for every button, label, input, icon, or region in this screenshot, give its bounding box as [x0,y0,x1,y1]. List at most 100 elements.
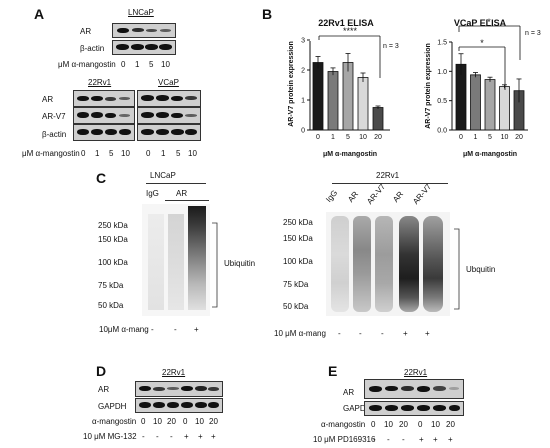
bar [470,74,481,131]
x-tick-label: 10 [359,134,367,141]
dose-label: 10 [431,420,440,429]
x-tick-label: 5 [488,134,492,141]
bar [499,86,510,131]
panel-e-gapdh-blot [364,401,464,416]
22rv1-ip-cell-label: 22Rv1 [376,171,400,180]
sign-label: - [151,325,154,334]
22rv1-ar-v7-blot [73,107,135,124]
panel-d-cell-label: 22Rv1 [162,368,186,377]
dose-label: 1 [135,60,140,69]
lane-label-ar-v7: AR-V7 [365,182,388,206]
lncap-ip-cell-label: LNCaP [150,171,176,180]
lane-label-ar: AR [176,189,188,198]
x-tick-label: 10 [501,134,509,141]
sign-label: + [403,329,408,338]
chart-22rv1-elisa: 22Rv1 ELISA AR-V7 protein expression 0 1 2… [288,18,399,158]
panel-e-treatment2-label: 10 μM PD169316 [313,435,376,444]
22rv1-treatment-label: 10 μM α-mang [274,329,326,338]
vcap-cell-label: VCaP [158,78,179,87]
lncap-treatment-label: 10μM α-mang [99,325,149,334]
x-tick-label: 1 [331,134,335,141]
sign-label: + [448,435,453,444]
row-label-gapdh: GAPDH [343,404,372,413]
22rv1-cell-label: 22Rv1 [88,78,112,87]
chart-title: VCaP ELISA [454,18,507,28]
x-tick-label: 20 [515,134,523,141]
x-tick-label: 20 [374,134,382,141]
y-tick-label: 1 [301,98,305,105]
dose-label: 0 [371,420,376,429]
chart-title: 22Rv1 ELISA [318,18,374,28]
sign-label: - [156,432,159,441]
kda-marker-100: 100 kDa [98,258,128,267]
kda-marker-50: 50 kDa [283,302,309,311]
sign-label: + [419,435,424,444]
dose-label: 10 [195,417,204,426]
lncap-cell-label: LNCaP [128,8,154,17]
row-label-beta-actin: β-actin [42,130,67,139]
n-label: n = 3 [525,30,541,37]
row-label-ar: AR [98,385,110,394]
sign-label: - [338,329,341,338]
lncap-ubiquitin-blot [142,204,210,316]
y-tick-label: 1.0 [437,69,447,76]
sign-label: - [373,435,376,444]
significance-stars: **** [343,26,358,36]
lane-label-igg: IgG [146,189,159,198]
bar [357,77,369,131]
panel-d-treatment1-label: α-mangostin [92,417,137,426]
panel-e-ar-blot [364,379,464,399]
significance-star: * [480,38,484,48]
kda-marker-75: 75 kDa [98,281,124,290]
panel-d-gapdh-blot [135,398,223,413]
ubiquitin-label: Ubquitin [466,265,496,274]
kda-marker-150: 150 kDa [283,234,313,243]
x-tick-label: 1 [474,134,478,141]
dose-label: 0 [141,417,146,426]
panel-label-a: A [34,6,45,22]
sign-label: + [198,432,203,441]
panel-label-c: C [96,170,107,186]
dose-label: 5 [109,149,114,158]
dose-label: 1 [95,149,100,158]
row-label-ar-v7: AR-V7 [42,112,66,121]
y-tick-label: 1.5 [437,40,447,47]
ubiquitin-bracket [454,228,460,310]
row-label-beta-actin: β-actin [80,44,105,53]
22rv1-ubiquitin-blot [326,212,450,316]
panel-label-b: B [262,6,273,22]
panel-label-d: D [96,363,107,379]
sign-label: - [387,435,390,444]
ubiquitin-bracket [212,222,218,308]
kda-marker-50: 50 kDa [98,301,124,310]
dose-label: 10 [188,149,197,158]
lncap-ar-blot [112,23,176,38]
x-tick-label: 0 [316,134,320,141]
sign-label: + [433,435,438,444]
y-axis-label: AR-V7 protein expression [425,43,432,129]
bar [372,107,384,131]
x-tick-label: 0 [459,134,463,141]
vcap-beta-actin-blot [137,124,201,141]
n-label: n = 3 [383,43,399,50]
dose-label: 0 [121,60,126,69]
x-tick-label: 5 [346,134,350,141]
bottom-treatment-label: μM α-mangostin [22,149,80,158]
vcap-ar-v7-blot [137,107,201,124]
dose-label: 20 [209,417,218,426]
y-tick-label: 2 [301,68,305,75]
sign-label: - [402,435,405,444]
elisa-charts: 22Rv1 ELISA AR-V7 protein expression 0 1 2… [288,17,541,158]
dose-label: 0 [146,149,151,158]
vcap-ar-blot [137,90,201,107]
sign-label: + [194,325,199,334]
chart-vcap-elisa: VCaP ELISA AR-V7 protein expression 0.0 0… [425,17,541,158]
dose-label: 1 [161,149,166,158]
sign-label: - [142,432,145,441]
panel-d-treatment2-label: 10 μM MG-132 [83,432,137,441]
panel-e-treatment1-label: α-mangostin [321,420,366,429]
kda-marker-100: 100 kDa [283,257,313,266]
dose-label: 10 [153,417,162,426]
dose-label: 20 [446,420,455,429]
dose-label: 5 [176,149,181,158]
